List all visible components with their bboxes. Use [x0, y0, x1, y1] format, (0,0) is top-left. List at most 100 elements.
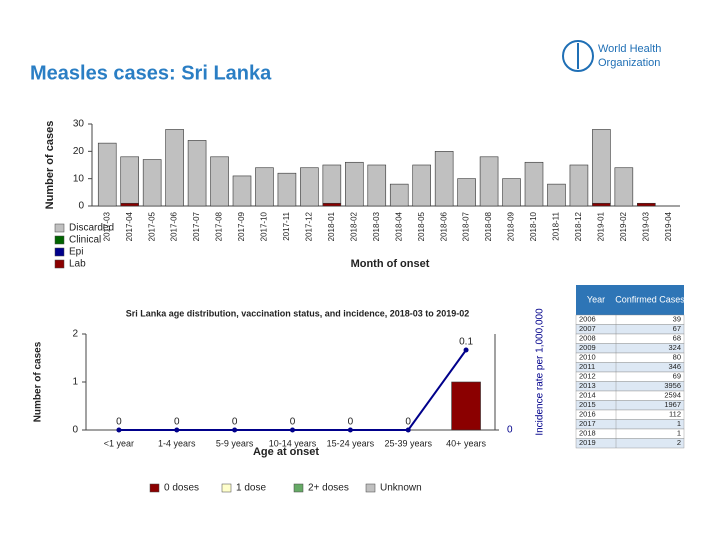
table-cell: 2019 — [579, 438, 596, 447]
y-tick-label: 0 — [72, 425, 78, 436]
x-tick-label: <1 year — [104, 438, 134, 448]
bar — [322, 164, 342, 204]
bar — [255, 167, 274, 207]
bar — [479, 156, 499, 207]
x-tick-label: 1-4 years — [158, 438, 196, 448]
y2-axis-label: Incidence rate per 1,000,000 — [535, 308, 546, 436]
legend-swatch — [221, 483, 232, 493]
table-cell: 67 — [673, 324, 681, 333]
x-tick-label: 2018-07 — [462, 211, 471, 241]
table-cell: 2009 — [579, 343, 596, 352]
table-header-bg — [576, 285, 684, 315]
y2-tick-label: 0 — [507, 425, 513, 436]
x-tick-label: 2018-09 — [507, 211, 516, 241]
x-tick-label: 15-24 years — [327, 438, 375, 448]
data-label: 0 — [348, 417, 354, 428]
legend-label: Lab — [69, 259, 86, 270]
bar — [389, 183, 409, 207]
table-cell: 1967 — [664, 400, 681, 409]
x-tick-label: 2017-12 — [304, 211, 313, 241]
table-cell: 69 — [673, 372, 681, 381]
table-cell: 3956 — [664, 381, 681, 390]
incidence-point — [116, 427, 122, 433]
bar — [367, 164, 387, 207]
table-cell: 2007 — [579, 324, 596, 333]
chart-title: Sri Lanka age distribution, vaccination … — [126, 308, 470, 318]
legend-swatch — [54, 235, 65, 245]
who-logo: World Health Organization — [562, 40, 661, 72]
legend-label: 0 doses — [164, 483, 199, 494]
table-cell: 39 — [673, 315, 681, 324]
bar — [210, 156, 229, 207]
x-tick-label: 2017-08 — [215, 211, 224, 241]
bar — [187, 140, 207, 207]
table-cell: 1 — [677, 429, 681, 438]
y-tick-label: 1 — [72, 377, 78, 388]
logo-text: Organization — [598, 57, 660, 69]
bar — [412, 164, 431, 207]
x-tick-label: 2018-11 — [552, 211, 561, 240]
bar — [502, 178, 521, 207]
data-label: 0 — [405, 417, 411, 428]
incidence-point — [290, 427, 295, 433]
table-cell: 80 — [673, 353, 681, 362]
x-axis-label: Age at onset — [253, 446, 319, 458]
table-header: Confirmed Cases — [615, 294, 685, 304]
bar — [165, 129, 184, 207]
bar — [97, 142, 117, 207]
x-tick-label: 2017-11 — [282, 211, 291, 240]
bar — [592, 129, 611, 204]
x-axis-label: Month of onset — [351, 258, 430, 270]
incidence-point — [463, 347, 469, 353]
x-tick-label: 2017-03 — [102, 211, 111, 241]
bar — [300, 167, 319, 207]
y-tick-label: 2 — [72, 329, 78, 340]
legend-label: 1 dose — [236, 483, 266, 494]
legend-swatch — [54, 247, 65, 257]
bar — [142, 159, 162, 207]
bar — [614, 167, 634, 207]
table-cell: 2016 — [579, 410, 596, 419]
x-tick-label: 10-14 years — [269, 438, 317, 448]
bar — [277, 172, 297, 207]
bar — [637, 202, 656, 207]
x-tick-label: 2019-01 — [596, 211, 605, 241]
bar — [120, 202, 139, 207]
x-tick-label: 5-9 years — [216, 438, 254, 448]
bar — [524, 161, 544, 207]
x-tick-label: 2019-04 — [664, 211, 673, 241]
legend-swatch — [365, 483, 376, 493]
bar — [434, 151, 454, 207]
y-tick-label: 0 — [78, 201, 84, 212]
x-tick-label: 2018-08 — [484, 211, 493, 241]
incidence-point — [405, 427, 411, 433]
table-cell: 2594 — [664, 391, 681, 400]
data-label: 0 — [174, 417, 180, 428]
legend-swatch — [149, 483, 160, 493]
x-tick-label: 2018-12 — [574, 211, 583, 241]
bar — [232, 175, 252, 207]
table-cell: 2012 — [579, 372, 596, 381]
table-row — [575, 438, 685, 449]
x-tick-label: 40+ years — [446, 438, 486, 448]
legend-label: Epi — [69, 247, 83, 258]
table-cell: 324 — [668, 343, 681, 352]
x-tick-label: 2018-02 — [349, 211, 358, 241]
table-cell: 2010 — [579, 353, 596, 362]
table-cell: 2015 — [579, 400, 596, 409]
bar — [322, 202, 342, 207]
legend-label: Unknown — [380, 483, 422, 494]
table-cell: 2018 — [579, 429, 596, 438]
table-cell: 346 — [668, 362, 681, 371]
data-label: 0 — [232, 417, 238, 428]
x-tick-label: 2017-06 — [170, 211, 179, 241]
table-cell: 2014 — [579, 391, 596, 400]
x-tick-label: 2018-01 — [327, 211, 336, 241]
table-cell: 2011 — [579, 362, 595, 371]
bar — [569, 164, 589, 207]
x-tick-label: 2017-05 — [147, 211, 156, 241]
bar — [120, 156, 139, 204]
table-cell: 68 — [673, 334, 681, 343]
x-tick-label: 2017-04 — [125, 211, 134, 241]
